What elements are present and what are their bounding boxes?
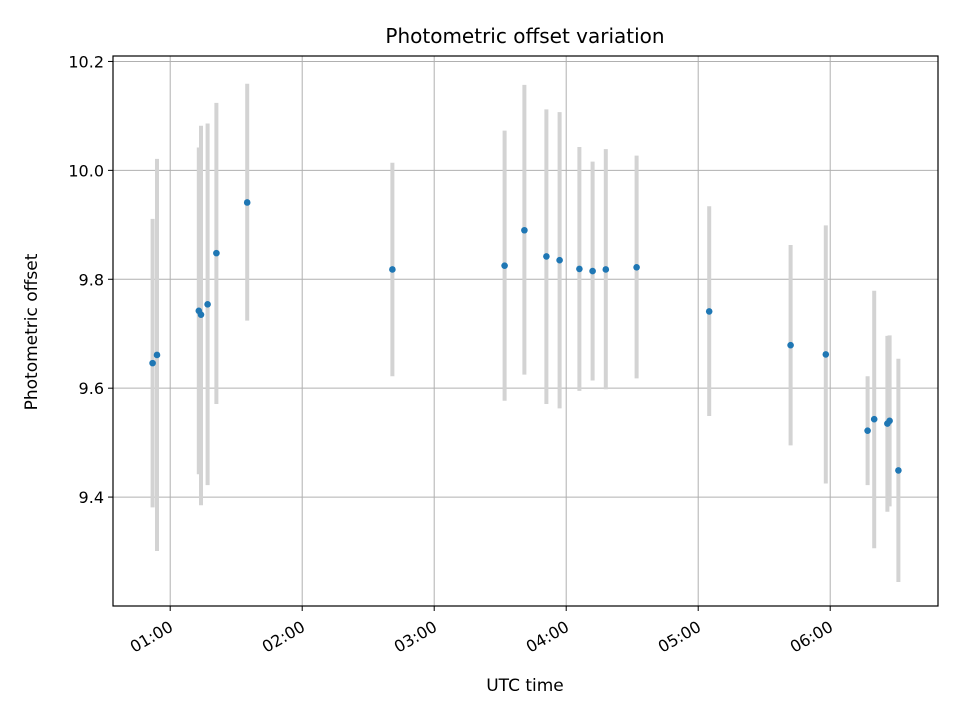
data-point [633, 263, 640, 271]
data-point [705, 308, 713, 315]
data-point [149, 359, 156, 367]
data-point [576, 265, 583, 273]
data-point [543, 253, 550, 260]
data-point [556, 256, 563, 264]
y-tick-label: 9.4 [79, 488, 104, 507]
data-point [602, 266, 610, 273]
data-point [501, 262, 508, 269]
data-point [870, 415, 878, 423]
data-point [787, 341, 794, 349]
data-point [389, 266, 396, 273]
y-tick-label: 10.0 [68, 161, 104, 180]
data-point [204, 301, 211, 308]
data-point [213, 249, 220, 257]
data-point [895, 467, 902, 474]
y-axis-label: Photometric offset [22, 253, 42, 410]
x-axis-label: UTC time [486, 676, 564, 696]
chart-title: Photometric offset variation [385, 24, 664, 48]
data-point [822, 351, 830, 358]
plot-frame [112, 55, 939, 607]
data-points [149, 199, 902, 474]
data-point [197, 311, 205, 318]
y-tick-label: 9.8 [79, 270, 104, 289]
data-point [864, 427, 871, 434]
data-point [886, 417, 893, 425]
y-tick-label: 9.6 [79, 379, 104, 398]
y-tick-label: 10.2 [68, 52, 104, 71]
data-point [589, 267, 596, 275]
data-point [153, 351, 161, 359]
data-point [243, 199, 251, 206]
y-axis-ticks: 9.4 9.6 9.8 10.0 10.2 [68, 52, 113, 507]
data-point [521, 226, 528, 234]
